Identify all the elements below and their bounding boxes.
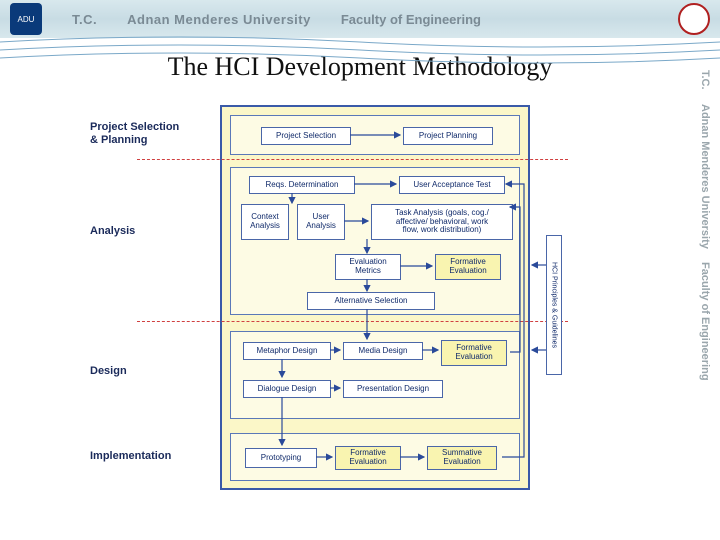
node-prototyping: Prototyping	[245, 448, 317, 468]
faculty-seal-icon	[678, 3, 710, 35]
node-eval-metrics: EvaluationMetrics	[335, 254, 401, 280]
watermark-faculty: Faculty of Engineering	[699, 262, 711, 381]
node-summative-eval: SummativeEvaluation	[427, 446, 497, 470]
node-task-analysis: Task Analysis (goals, cog./affective/ be…	[371, 204, 513, 240]
node-presentation-design: Presentation Design	[343, 380, 443, 398]
dashed-separator-2	[137, 321, 568, 322]
page-title: The HCI Development Methodology	[0, 52, 720, 82]
phase-box-2: Reqs. Determination User Acceptance Test…	[230, 167, 520, 315]
diagram: Project Selection& Planning Analysis Des…	[90, 105, 620, 495]
node-user-analysis: UserAnalysis	[297, 204, 345, 240]
header-faculty: Faculty of Engineering	[341, 12, 481, 27]
watermark-tc: T.C.	[699, 70, 711, 90]
sidebar-hci-principles: HCI Principles & Guidelines	[546, 235, 562, 375]
node-metaphor-design: Metaphor Design	[243, 342, 331, 360]
dashed-separator-1	[137, 159, 568, 160]
header-band: ADU T.C. Adnan Menderes University Facul…	[0, 0, 720, 38]
node-context-analysis: ContextAnalysis	[241, 204, 289, 240]
phase-label-implementation: Implementation	[90, 450, 171, 463]
phase-label-analysis: Analysis	[90, 225, 135, 238]
node-formative-eval-design: FormativeEvaluation	[441, 340, 507, 366]
main-frame: Project Selection Project Planning Reqs.…	[220, 105, 530, 490]
university-logo-icon: ADU	[10, 3, 42, 35]
node-formative-eval-impl: FormativeEvaluation	[335, 446, 401, 470]
node-project-planning: Project Planning	[403, 127, 493, 145]
phase-box-1: Project Selection Project Planning	[230, 115, 520, 155]
node-media-design: Media Design	[343, 342, 423, 360]
node-formative-eval-analysis: FormativeEvaluation	[435, 254, 501, 280]
node-project-selection: Project Selection	[261, 127, 351, 145]
watermark-university: Adnan Menderes University	[699, 104, 711, 249]
node-reqs: Reqs. Determination	[249, 176, 355, 194]
phase-box-3: Metaphor Design Media Design FormativeEv…	[230, 331, 520, 419]
watermark-right: T.C. Adnan Menderes University Faculty o…	[694, 60, 716, 530]
node-uat: User Acceptance Test	[399, 176, 505, 194]
header-tc: T.C.	[72, 12, 97, 27]
phase-box-4: Prototyping FormativeEvaluation Summativ…	[230, 433, 520, 481]
phase-label-design: Design	[90, 365, 127, 378]
node-dialogue-design: Dialogue Design	[243, 380, 331, 398]
node-alternative-selection: Alternative Selection	[307, 292, 435, 310]
phase-label-selection: Project Selection& Planning	[90, 121, 210, 146]
header-university: Adnan Menderes University	[127, 12, 311, 27]
